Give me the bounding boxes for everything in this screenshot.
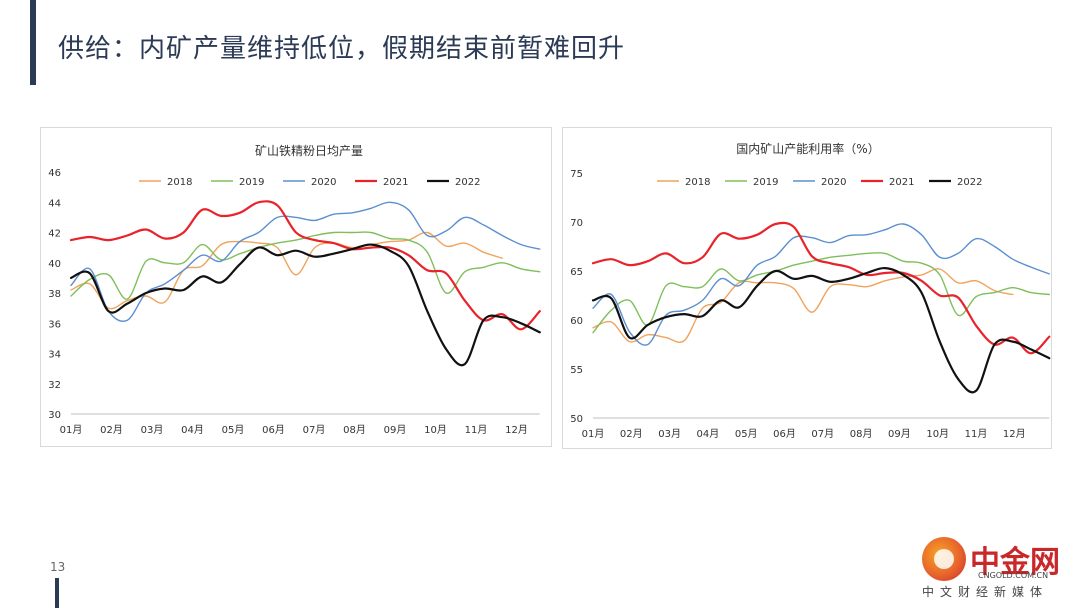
- legend-label-2021: 2021: [889, 177, 914, 188]
- page-title: 供给：内矿产量维持低位，假期结束前暂难回升: [58, 34, 626, 64]
- y-tick-label: 30: [48, 410, 61, 421]
- series-line-2021: [69, 200, 541, 331]
- legend-label-2019: 2019: [753, 177, 778, 188]
- x-tick-label: 07月: [303, 424, 326, 436]
- chart-right-svg: 国内矿山产能利用率（%） 2018 2019 2020 2021 2022 50 55 60 65…: [570, 141, 1051, 440]
- legend-label-2020: 2020: [821, 177, 846, 188]
- series-line-2021: [591, 221, 1051, 355]
- x-tick-label: 08月: [850, 428, 873, 440]
- y-tick-label: 46: [48, 168, 61, 179]
- y-tick-label: 32: [48, 380, 61, 391]
- page-number: 13: [50, 560, 66, 574]
- chart-left-svg: 矿山铁精粉日均产量 2018 2019 2020 2021 2022 30 32 34 36 38 4…: [48, 144, 541, 436]
- legend-label-2018: 2018: [685, 177, 710, 188]
- y-tick-label: 42: [48, 229, 61, 240]
- x-tick-label: 09月: [888, 428, 911, 440]
- series-line-2020: [592, 223, 1050, 346]
- y-tick-label: 75: [570, 169, 583, 180]
- chart-mine-capacity-utilization: 国内矿山产能利用率（%） 2018 2019 2020 2021 2022 50 55 60 65…: [562, 127, 1052, 449]
- x-tick-label: 04月: [181, 424, 204, 436]
- x-tick-label: 03月: [658, 428, 681, 440]
- x-tick-label: 01月: [582, 428, 605, 440]
- legend-label-2018: 2018: [167, 177, 192, 188]
- y-tick-label: 65: [570, 267, 583, 278]
- x-tick-label: 08月: [343, 424, 366, 436]
- logo-emblem-icon: [922, 537, 966, 581]
- y-tick-label: 34: [48, 350, 61, 361]
- x-tick-label: 03月: [141, 424, 164, 436]
- x-tick-label: 10月: [424, 424, 447, 436]
- logo-name: 中金网: [970, 545, 1060, 580]
- y-tick-label: 50: [570, 414, 583, 425]
- series-line-2018: [592, 268, 1014, 344]
- x-tick-label: 05月: [222, 424, 245, 436]
- y-tick-label: 36: [48, 319, 61, 330]
- y-tick-label: 70: [570, 218, 583, 229]
- x-tick-label: 12月: [505, 424, 528, 436]
- x-tick-label: 11月: [965, 428, 988, 440]
- series-line-2019: [70, 231, 541, 300]
- x-tick-label: 10月: [926, 428, 949, 440]
- legend-label-2020: 2020: [311, 177, 336, 188]
- y-tick-label: 38: [48, 289, 61, 300]
- x-tick-label: 04月: [697, 428, 720, 440]
- x-tick-label: 05月: [735, 428, 758, 440]
- logo-domain: CNGOLD.COM.CN: [978, 571, 1049, 580]
- y-tick-label: 55: [570, 365, 583, 376]
- series-line-2022: [69, 243, 541, 367]
- x-tick-label: 09月: [384, 424, 407, 436]
- page-accent-bar: [55, 578, 59, 608]
- y-tick-label: 44: [48, 198, 61, 209]
- x-tick-label: 01月: [60, 424, 83, 436]
- legend-label-2021: 2021: [383, 177, 408, 188]
- series-line-2018: [70, 231, 503, 310]
- series-line-2019: [592, 252, 1050, 334]
- legend-label-2019: 2019: [239, 177, 264, 188]
- logo-subtitle: 中文财经新媒体: [922, 585, 1049, 599]
- series-line-2022: [591, 266, 1051, 394]
- x-tick-label: 07月: [811, 428, 834, 440]
- x-tick-label: 11月: [465, 424, 488, 436]
- x-tick-label: 12月: [1003, 428, 1026, 440]
- chart-iron-concentrate-output: 矿山铁精粉日均产量 2018 2019 2020 2021 2022 30 32 34 36 38 4…: [40, 127, 552, 447]
- x-tick-label: 02月: [620, 428, 643, 440]
- x-tick-label: 02月: [100, 424, 123, 436]
- y-tick-label: 60: [570, 316, 583, 327]
- chart-title: 矿山铁精粉日均产量: [255, 144, 363, 158]
- y-tick-label: 40: [48, 259, 61, 270]
- x-tick-label: 06月: [773, 428, 796, 440]
- legend-label-2022: 2022: [957, 177, 982, 188]
- legend-label-2022: 2022: [455, 177, 480, 188]
- title-accent-bar: [30, 0, 36, 85]
- x-tick-label: 06月: [262, 424, 285, 436]
- chart-title: 国内矿山产能利用率（%）: [736, 141, 879, 156]
- cngold-logo: 中金网 CNGOLD.COM.CN 中文财经新媒体: [922, 537, 1072, 607]
